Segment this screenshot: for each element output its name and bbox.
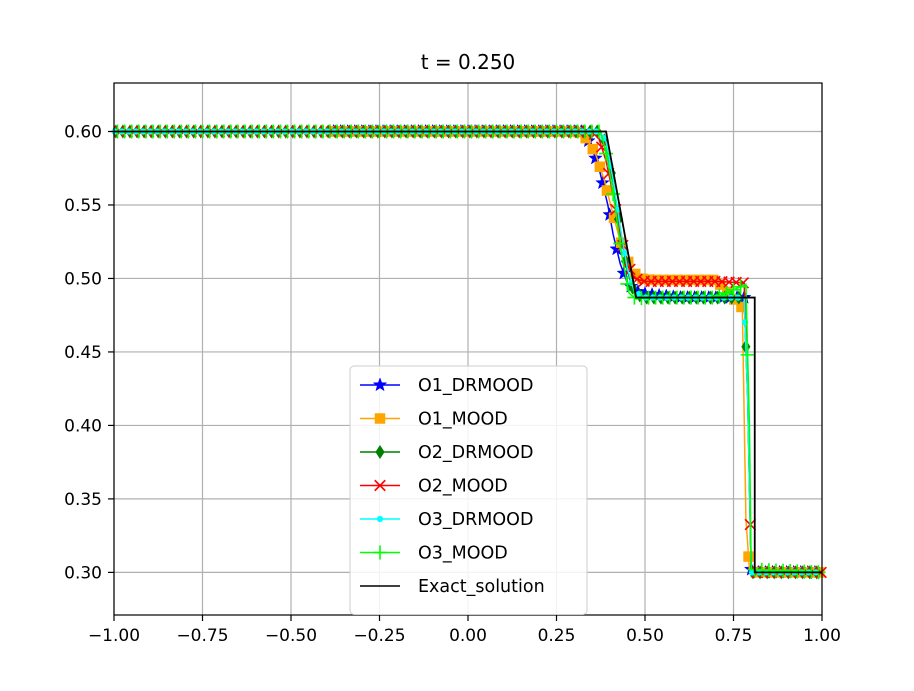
legend-box [349, 365, 588, 615]
data-point [601, 185, 613, 196]
data-point [588, 150, 603, 165]
data-point [608, 212, 620, 224]
y-tick-label: 0.40 [64, 416, 102, 436]
legend-item-O3_DRMOOD: O3_DRMOOD [360, 510, 533, 530]
data-point [621, 249, 628, 256]
x-tick-label: −0.50 [265, 626, 317, 646]
x-tick-label: −1.00 [88, 626, 140, 646]
x-tick-label: 1.00 [803, 626, 841, 646]
data-point [740, 347, 755, 362]
y-tick-label: 0.55 [64, 196, 102, 216]
data-point [712, 289, 727, 304]
series-Exact_solution [114, 130, 822, 574]
legend-swatch-marker [373, 545, 387, 560]
x-tick-label: 0.25 [538, 626, 576, 646]
data-point [743, 551, 754, 562]
legend-item-O1_DRMOOD: O1_DRMOOD [360, 376, 533, 396]
x-tick-label: −0.25 [353, 626, 405, 646]
legend-label: O2_MOOD [418, 477, 508, 497]
series-O3_DRMOOD [111, 128, 822, 576]
y-tick-label: 0.60 [64, 122, 102, 142]
legend-label: O1_DRMOOD [418, 376, 533, 396]
legend-item-O2_DRMOOD: O2_DRMOOD [360, 443, 533, 463]
chart-title: t = 0.250 [421, 50, 516, 74]
x-tick-label: −0.75 [176, 626, 228, 646]
legend-label: Exact_solution [418, 577, 545, 597]
data-point [594, 161, 606, 173]
data-point [736, 301, 747, 313]
legend-item-O2_MOOD: O2_MOOD [360, 477, 508, 497]
legend-label: O2_DRMOOD [418, 443, 533, 463]
data-point [635, 290, 642, 298]
ticks: −1.00 −0.75 −0.50 −0.25 0.00 0.25 0.50 0.75 1.00… [64, 122, 841, 646]
legend-swatch-marker [372, 377, 388, 392]
x-tick-label: 0.00 [449, 626, 487, 646]
data-point [587, 143, 599, 155]
legend-label: O3_MOOD [418, 544, 508, 564]
legend-swatch-marker [374, 413, 386, 424]
y-tick-label: 0.45 [64, 343, 102, 363]
data-point [613, 236, 628, 251]
data-point [620, 276, 635, 291]
legend: O1_DRMOOD O1_MOOD O2_DRMOOD O2_MOOD O3_DRMOO… [349, 365, 588, 615]
data-point [580, 132, 591, 144]
data-point [726, 282, 741, 297]
legend-swatch-marker [376, 515, 384, 523]
series-line [114, 130, 822, 574]
legend-item-Exact_solution: Exact_solution [360, 577, 545, 597]
y-tick-label: 0.50 [64, 269, 102, 289]
legend-swatch-marker [374, 479, 386, 492]
legend-label: O3_DRMOOD [418, 510, 533, 530]
legend-label: O1_MOOD [418, 410, 508, 430]
data-point [748, 569, 756, 576]
x-tick-label: 0.50 [626, 626, 664, 646]
y-tick-label: 0.35 [64, 490, 102, 510]
y-tick-label: 0.30 [64, 563, 102, 583]
data-point [733, 279, 748, 294]
legend-item-O1_MOOD: O1_MOOD [360, 410, 508, 430]
x-tick-label: 0.75 [715, 626, 753, 646]
legend-item-O3_MOOD: O3_MOOD [360, 544, 508, 564]
legend-swatch-marker [375, 445, 385, 459]
